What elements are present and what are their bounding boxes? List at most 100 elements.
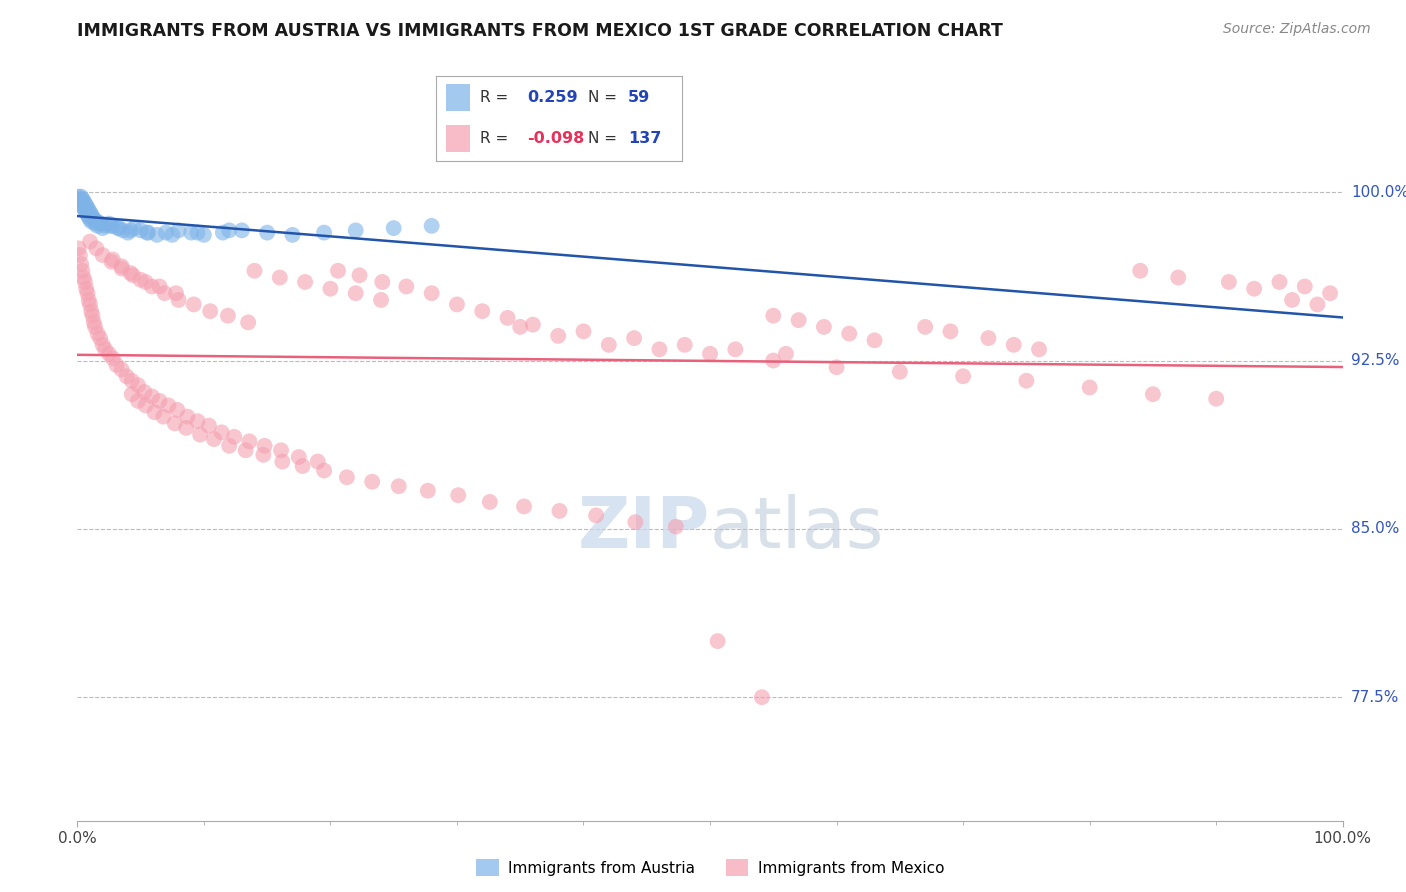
Point	[762, 353, 785, 368]
Point	[127, 393, 149, 408]
Text: R =: R =	[481, 130, 509, 145]
Text: 100.0%: 100.0%	[1351, 185, 1406, 200]
Point	[186, 414, 209, 428]
Point	[149, 393, 172, 408]
Point	[623, 331, 645, 345]
Point	[370, 293, 392, 307]
Point	[135, 399, 157, 413]
Point	[447, 488, 470, 502]
Point	[217, 309, 239, 323]
Point	[382, 221, 405, 235]
Point	[72, 192, 94, 206]
Point	[134, 384, 156, 399]
Point	[120, 266, 142, 280]
Point	[73, 270, 96, 285]
Point	[76, 208, 98, 222]
Point	[1142, 387, 1164, 401]
Point	[91, 221, 114, 235]
Point	[513, 500, 536, 514]
Text: 77.5%: 77.5%	[1351, 690, 1399, 705]
Point	[129, 223, 152, 237]
Point	[98, 219, 121, 233]
Point	[648, 343, 671, 357]
Point	[1319, 286, 1341, 301]
Point	[211, 425, 233, 440]
Point	[314, 226, 336, 240]
Point	[84, 319, 107, 334]
Point	[256, 226, 278, 240]
Point	[105, 358, 128, 372]
Point	[176, 409, 198, 424]
Point	[270, 443, 292, 458]
Point	[79, 205, 101, 219]
Point	[548, 504, 571, 518]
Point	[326, 264, 349, 278]
Point	[319, 282, 342, 296]
Point	[108, 221, 131, 235]
Text: Source: ZipAtlas.com: Source: ZipAtlas.com	[1223, 22, 1371, 37]
Point	[136, 226, 159, 240]
Point	[111, 261, 132, 276]
Point	[186, 226, 209, 240]
Point	[252, 448, 274, 462]
Point	[825, 360, 848, 375]
Point	[111, 362, 132, 376]
Point	[585, 508, 607, 523]
Point	[111, 260, 132, 274]
Point	[307, 454, 329, 468]
Point	[183, 297, 205, 311]
Point	[80, 304, 103, 318]
Point	[120, 223, 142, 237]
Text: R =: R =	[481, 90, 509, 105]
Point	[218, 223, 240, 237]
Point	[471, 304, 494, 318]
Point	[838, 326, 860, 341]
Point	[155, 226, 177, 240]
Point	[121, 374, 143, 388]
Point	[146, 227, 169, 242]
Point	[75, 205, 97, 219]
Point	[235, 443, 257, 458]
Point	[76, 286, 98, 301]
Point	[673, 338, 696, 352]
Point	[361, 475, 384, 489]
Point	[211, 226, 233, 240]
Bar	[446, 125, 470, 152]
Point	[813, 319, 835, 334]
Text: atlas: atlas	[710, 494, 884, 563]
Point	[416, 483, 439, 498]
Point	[122, 268, 145, 283]
Bar	[446, 85, 470, 112]
Point	[863, 334, 886, 348]
Point	[73, 196, 96, 211]
Text: N =: N =	[588, 90, 617, 105]
Point	[349, 268, 371, 283]
Point	[344, 286, 367, 301]
Legend: Immigrants from Austria, Immigrants from Mexico: Immigrants from Austria, Immigrants from…	[470, 853, 950, 882]
Point	[202, 432, 225, 446]
Point	[165, 286, 187, 301]
Point	[101, 252, 124, 267]
Point	[91, 248, 114, 262]
Point	[143, 405, 166, 419]
Point	[287, 450, 309, 464]
Point	[167, 223, 190, 237]
Point	[238, 434, 260, 449]
Text: 85.0%: 85.0%	[1351, 521, 1399, 536]
Point	[1205, 392, 1227, 406]
Point	[117, 226, 139, 240]
Point	[344, 223, 367, 237]
Point	[1268, 275, 1291, 289]
Point	[136, 226, 159, 240]
Point	[98, 347, 120, 361]
Point	[775, 347, 797, 361]
Point	[271, 454, 294, 468]
Point	[496, 310, 519, 325]
Point	[69, 248, 91, 262]
Point	[1002, 338, 1025, 352]
Point	[162, 227, 183, 242]
Point	[90, 217, 112, 231]
Point	[281, 227, 304, 242]
Point	[163, 417, 186, 431]
Point	[141, 279, 163, 293]
